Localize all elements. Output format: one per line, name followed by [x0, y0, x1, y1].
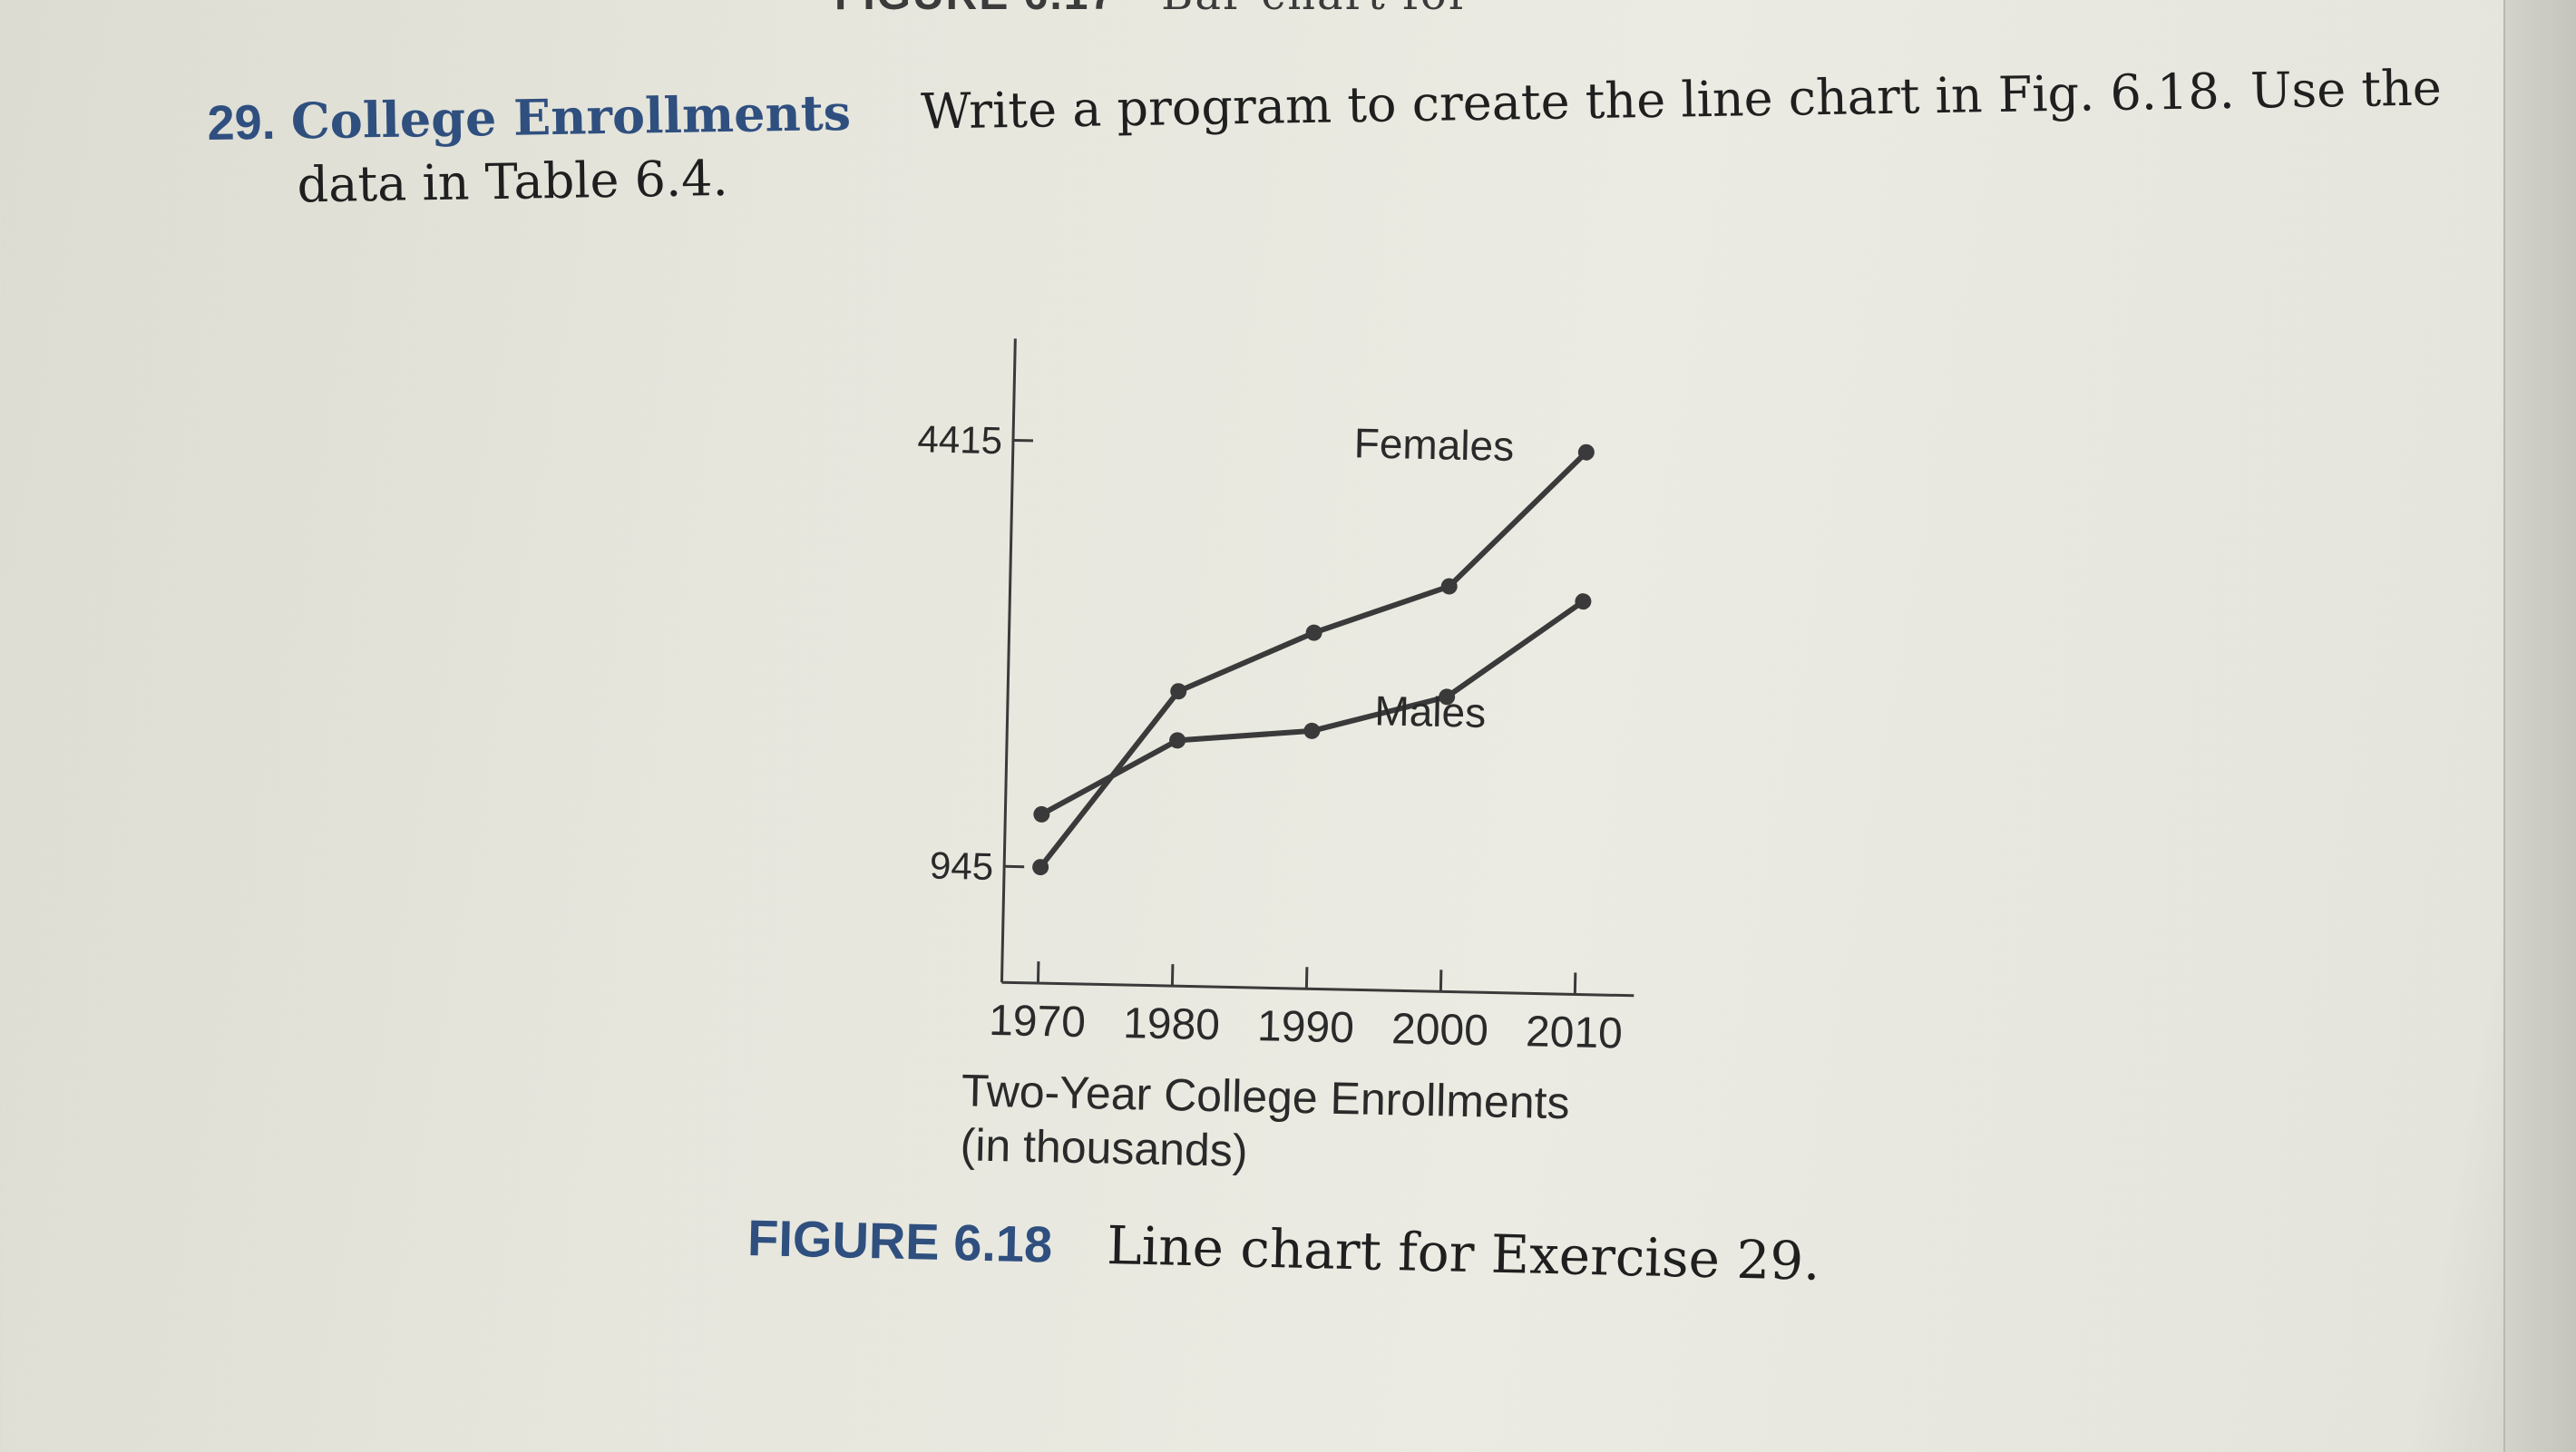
x-tick-label: 2000 [1391, 1005, 1489, 1055]
y-tick-label: 4415 [917, 417, 1002, 462]
females-data-point [1440, 578, 1458, 595]
females-data-point [1305, 624, 1322, 641]
x-tick-label: 1970 [989, 997, 1087, 1047]
exercise-text-line-2: data in Table 6.4. [297, 149, 729, 214]
previous-figure-label: FIGURE 6.17 [834, 0, 1116, 19]
page-edge [2503, 0, 2576, 1452]
line-chart: 945 4415 1970 1980 1990 2000 2010 Males Females … [852, 308, 1732, 1242]
males-data-point [1575, 593, 1592, 610]
males-data-point [1439, 688, 1456, 706]
males-data-point [1033, 805, 1050, 823]
figure-label: FIGURE 6.18 [746, 1208, 1053, 1273]
x-tick [1439, 970, 1443, 992]
x-tick [1036, 961, 1040, 984]
exercise-title: College Enrollments [290, 83, 852, 151]
figure-caption-text: Line chart for Exercise 29. [1106, 1213, 1821, 1292]
males-data-point [1169, 732, 1186, 749]
females-data-point [1577, 443, 1595, 461]
males-data-point [1303, 722, 1321, 739]
x-tick-label: 2010 [1526, 1008, 1624, 1057]
x-axis-title: Two-Year College Enrollments (in thousan… [960, 1063, 1570, 1184]
x-tick [1304, 967, 1309, 989]
females-data-point [1032, 859, 1049, 876]
females-data-point [1170, 683, 1187, 700]
x-tick [1170, 964, 1175, 987]
previous-figure-text: Bar chart for [1161, 0, 1471, 20]
y-tick-label: 945 [930, 844, 994, 888]
exercise-number: 29. [207, 94, 277, 151]
previous-figure-caption: FIGURE 6.17 Bar chart for [834, 0, 1471, 20]
exercise-29: 29. College Enrollments Write a program … [207, 56, 2442, 219]
chart-labels: 945 4415 1970 1980 1990 2000 2010 Males Females [917, 417, 1624, 1057]
males-series-label: Males [1374, 687, 1487, 736]
chart-series [1032, 443, 1595, 876]
females-series-label: Females [1353, 419, 1514, 470]
line-chart-svg: 945 4415 1970 1980 1990 2000 2010 Males Females [917, 338, 1634, 1058]
y-axis-line [1000, 338, 1017, 983]
x-tick [1573, 972, 1577, 995]
x-axis-line [1001, 980, 1634, 998]
chart-axes [1000, 338, 1634, 998]
x-tick-label: 1980 [1123, 999, 1221, 1049]
x-tick-label: 1990 [1257, 1002, 1355, 1052]
